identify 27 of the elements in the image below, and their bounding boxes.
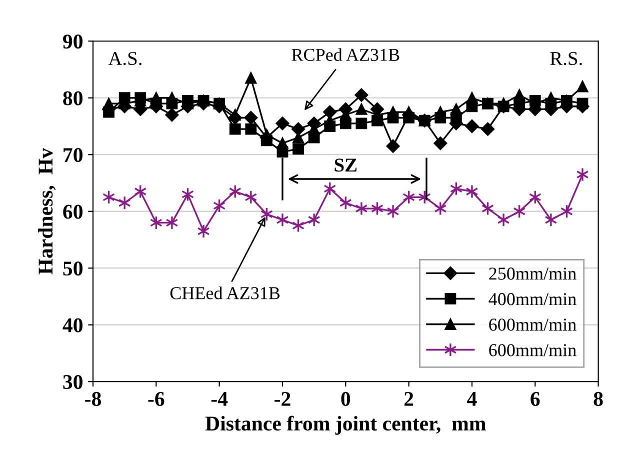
annotation: SZ [334, 158, 357, 172]
x-tick-label: -8 [85, 392, 101, 406]
y-tick-label: 30 [63, 374, 82, 390]
x-tick-label: 8 [594, 392, 603, 406]
legend-label: 600mm/min [489, 344, 576, 356]
x-tick-label: -2 [274, 392, 290, 406]
legend-label: 250mm/min [489, 268, 576, 280]
x-tick-label: 2 [404, 392, 414, 406]
y-tick-label: 40 [62, 318, 82, 332]
legend-label: 600mm/min [489, 318, 576, 331]
legend-label: 400mm/min [488, 293, 576, 306]
x-tick-label: 0 [341, 392, 350, 406]
y-axis-title: Hardness, Hv [38, 148, 56, 274]
y-tick-label: 70 [64, 148, 82, 162]
y-tick-label: 90 [63, 34, 82, 49]
annotation: A.S. [108, 52, 142, 66]
x-tick-label: 4 [467, 392, 477, 406]
x-axis-title: Distance from joint center, mm [205, 416, 486, 435]
y-tick-label: 80 [63, 91, 82, 106]
annotation: RCPed AZ31B [292, 48, 400, 61]
x-tick-label: -4 [211, 392, 228, 406]
x-tick-label: -6 [148, 392, 164, 406]
annotation: R.S. [550, 52, 582, 66]
y-tick-label: 60 [63, 204, 82, 219]
x-tick-label: 6 [530, 392, 540, 406]
y-tick-label: 50 [63, 261, 82, 276]
annotation: CHEed AZ31B [170, 286, 280, 300]
